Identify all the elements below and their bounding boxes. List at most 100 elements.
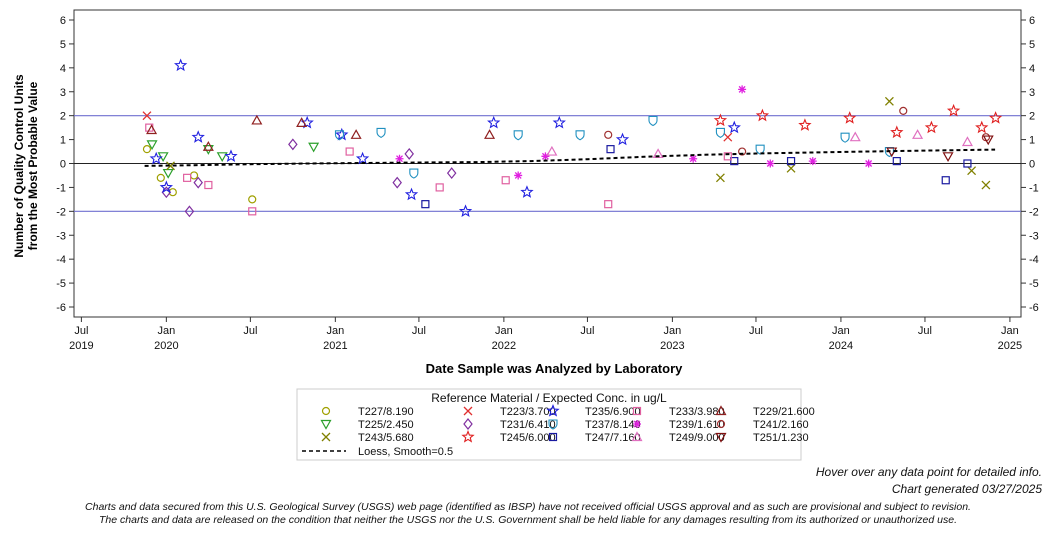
data-point-star[interactable] xyxy=(355,151,370,165)
data-point-star[interactable] xyxy=(458,204,473,217)
data-point-star[interactable] xyxy=(552,115,566,129)
data-point-star[interactable] xyxy=(843,111,857,124)
data-point-triangle[interactable] xyxy=(484,129,496,139)
data-point-shield[interactable] xyxy=(840,132,850,143)
data-point-circle[interactable] xyxy=(738,147,747,156)
data-point-star[interactable] xyxy=(224,149,238,162)
data-point-square[interactable] xyxy=(435,183,444,192)
data-point-star[interactable] xyxy=(335,127,349,141)
data-point-square[interactable] xyxy=(730,157,739,166)
data-point-triangle[interactable] xyxy=(350,129,362,139)
data-point-star[interactable] xyxy=(924,120,939,134)
data-point-x[interactable] xyxy=(166,161,175,171)
data-point-diamond[interactable] xyxy=(184,205,195,218)
data-point-shield[interactable] xyxy=(715,127,725,139)
legend-marker-diamond[interactable] xyxy=(463,418,473,430)
data-point-star[interactable] xyxy=(404,187,419,201)
data-point-triangle[interactable] xyxy=(296,117,308,127)
data-point-asterisk[interactable] xyxy=(738,85,747,94)
legend-marker-star[interactable] xyxy=(546,404,560,417)
data-point-triangle[interactable] xyxy=(652,148,664,159)
data-point-square[interactable] xyxy=(892,157,901,166)
data-point-star[interactable] xyxy=(727,120,741,134)
data-point-triangle[interactable] xyxy=(251,114,263,125)
data-point-triangle[interactable] xyxy=(546,145,558,156)
legend-marker-triangle[interactable] xyxy=(715,405,727,416)
data-point-shield[interactable] xyxy=(648,115,658,127)
data-point-asterisk[interactable] xyxy=(541,152,550,161)
data-point-star[interactable] xyxy=(988,111,1003,124)
data-point-x[interactable] xyxy=(715,173,725,183)
data-point-star[interactable] xyxy=(159,180,174,194)
data-point-x[interactable] xyxy=(723,132,733,142)
data-point-square[interactable] xyxy=(604,200,613,209)
legend-marker-x[interactable] xyxy=(321,432,331,442)
data-point-square[interactable] xyxy=(606,145,615,154)
data-point-square[interactable] xyxy=(248,207,257,216)
legend-marker-x[interactable] xyxy=(463,406,473,416)
data-point-triangle[interactable] xyxy=(146,124,158,135)
data-point-square[interactable] xyxy=(204,180,213,190)
data-point-x[interactable] xyxy=(884,96,894,106)
data-point-asterisk[interactable] xyxy=(766,159,775,168)
data-point-shield[interactable] xyxy=(513,130,523,141)
data-point-star[interactable] xyxy=(755,108,770,122)
data-point-triangle-down[interactable] xyxy=(202,145,214,155)
data-point-asterisk[interactable] xyxy=(808,157,817,166)
legend-marker-star[interactable] xyxy=(461,430,475,443)
data-point-circle[interactable] xyxy=(604,130,613,139)
data-point-diamond[interactable] xyxy=(193,176,203,189)
data-point-shield[interactable] xyxy=(575,130,585,141)
data-point-triangle-down[interactable] xyxy=(216,152,228,163)
data-point-shield[interactable] xyxy=(409,168,419,179)
data-point-square[interactable] xyxy=(501,176,510,185)
data-point-triangle[interactable] xyxy=(912,129,924,139)
data-point-asterisk[interactable] xyxy=(689,154,698,163)
data-point-star[interactable] xyxy=(798,118,812,131)
data-point-square[interactable] xyxy=(421,200,430,209)
data-point-x[interactable] xyxy=(981,180,991,190)
data-point-x[interactable] xyxy=(786,163,796,173)
legend-marker-triangle-down[interactable] xyxy=(715,432,727,443)
data-point-star[interactable] xyxy=(615,132,630,146)
data-point-star[interactable] xyxy=(149,151,163,165)
data-point-star[interactable] xyxy=(975,120,989,134)
data-point-star[interactable] xyxy=(713,113,728,127)
data-point-triangle-down[interactable] xyxy=(942,152,954,163)
legend-marker-circle[interactable] xyxy=(321,406,331,416)
data-point-square[interactable] xyxy=(183,173,192,182)
data-point-asterisk[interactable] xyxy=(514,171,523,180)
data-point-triangle[interactable] xyxy=(961,136,973,147)
data-point-circle[interactable] xyxy=(142,145,152,154)
data-point-diamond[interactable] xyxy=(404,147,414,160)
data-point-star[interactable] xyxy=(487,115,501,129)
data-point-square[interactable] xyxy=(786,157,796,166)
legend-marker-triangle[interactable] xyxy=(631,431,643,442)
data-point-circle[interactable] xyxy=(248,195,257,204)
data-point-square[interactable] xyxy=(723,152,732,161)
data-point-asterisk[interactable] xyxy=(864,159,873,168)
legend-marker-circle[interactable] xyxy=(716,419,726,429)
data-point-shield[interactable] xyxy=(376,127,386,139)
data-points[interactable] xyxy=(142,58,1003,218)
data-point-star[interactable] xyxy=(174,58,188,72)
data-point-diamond[interactable] xyxy=(446,167,457,180)
legend-marker-square[interactable] xyxy=(632,406,642,416)
data-point-triangle[interactable] xyxy=(849,131,861,142)
data-point-square[interactable] xyxy=(963,159,972,168)
data-point-star[interactable] xyxy=(191,130,205,143)
legend-marker-shield[interactable] xyxy=(548,419,558,430)
data-point-triangle[interactable] xyxy=(202,141,214,151)
data-point-x[interactable] xyxy=(142,111,152,121)
data-point-x[interactable] xyxy=(967,166,977,176)
data-point-circle[interactable] xyxy=(156,173,165,182)
data-point-triangle-down[interactable] xyxy=(146,140,158,151)
data-point-triangle-down[interactable] xyxy=(162,168,174,179)
legend-marker-square[interactable] xyxy=(548,432,558,442)
data-point-triangle-down[interactable] xyxy=(982,135,994,146)
data-point-diamond[interactable] xyxy=(392,176,402,189)
legend-marker-asterisk[interactable] xyxy=(633,420,641,428)
data-point-circle[interactable] xyxy=(899,106,908,115)
data-point-square[interactable] xyxy=(345,147,354,156)
data-point-asterisk[interactable] xyxy=(395,154,404,163)
